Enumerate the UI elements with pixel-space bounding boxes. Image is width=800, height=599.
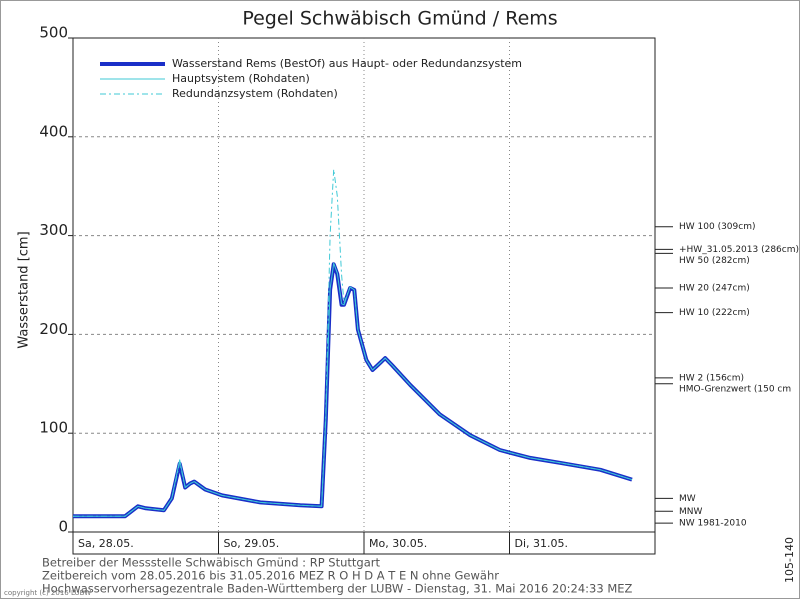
x-tick-label: So, 29.05.	[224, 537, 280, 550]
reference-label: HW 2 (156cm)	[679, 373, 744, 383]
reference-label: HW 20 (247cm)	[679, 283, 750, 293]
side-label: 105-140	[783, 537, 796, 583]
y-tick-label: 300	[39, 221, 68, 239]
legend-label: Redundanzsystem (Rohdaten)	[172, 87, 338, 100]
y-tick-label: 400	[39, 122, 68, 140]
footer-line: Zeitbereich vom 28.05.2016 bis 31.05.201…	[42, 569, 499, 583]
chart-title: Pegel Schwäbisch Gmünd / Rems	[242, 8, 557, 30]
x-tick-label: Di, 31.05.	[515, 537, 569, 550]
reference-label: HW 10 (222cm)	[679, 308, 750, 318]
reference-label: MW	[679, 494, 696, 504]
y-tick-label: 500	[39, 24, 68, 42]
y-tick-label: 0	[58, 518, 68, 536]
reference-label: HW 100 (309cm)	[679, 222, 755, 232]
x-tick-label: Sa, 28.05.	[78, 537, 134, 550]
reference-label: MNW	[679, 507, 702, 517]
y-tick-label: 100	[39, 419, 68, 437]
y-axis-label: Wasserstand [cm]	[17, 231, 32, 348]
reference-label: HW 50 (282cm)	[679, 256, 750, 266]
series-line	[73, 168, 633, 517]
x-tick-label: Mo, 30.05.	[369, 537, 427, 550]
footer-line: Betreiber der Messstelle Schwäbisch Gmün…	[42, 556, 380, 570]
copyright: copyright (c) 2016 LUBW	[4, 589, 91, 597]
legend-label: Wasserstand Rems (BestOf) aus Haupt- ode…	[172, 57, 522, 70]
legend-label: Hauptsystem (Rohdaten)	[172, 72, 310, 85]
footer-line: Hochwasservorhersagezentrale Baden-Württ…	[42, 582, 633, 596]
y-tick-label: 200	[39, 320, 68, 338]
reference-label: NW 1981-2010	[679, 519, 747, 529]
reference-label: +HW_31.05.2013 (286cm)	[679, 245, 799, 255]
reference-label: HMO-Grenzwert (150 cm	[679, 384, 791, 394]
